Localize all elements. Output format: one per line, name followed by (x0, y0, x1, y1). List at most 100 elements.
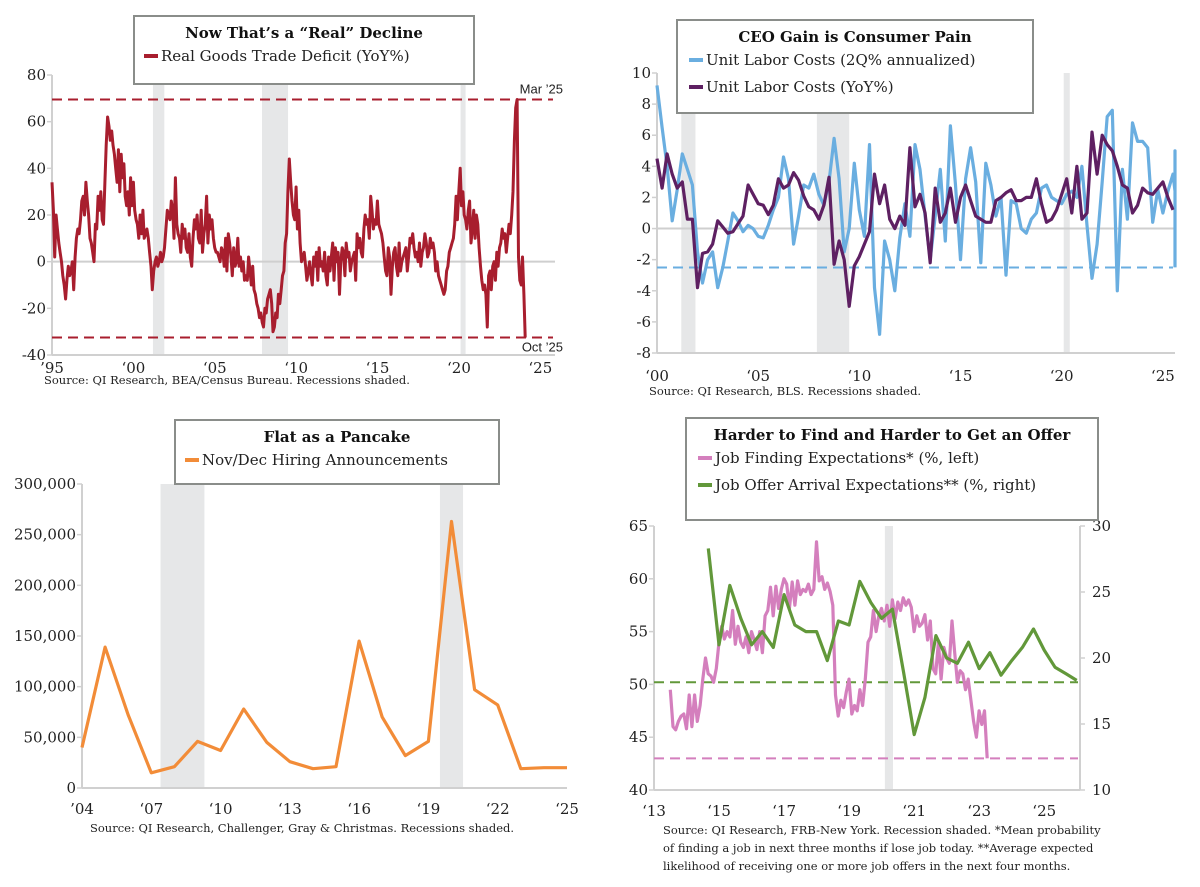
y-tick-label: -8 (636, 344, 651, 362)
source-note-line: of finding a job in next three months if… (663, 841, 1094, 855)
y-tick-label: 0 (641, 220, 651, 238)
series-line-1 (655, 130, 1175, 308)
source-note: Source: QI Research, BLS. Recessions sha… (649, 384, 921, 398)
x-tick-label: ‘25 (555, 800, 579, 818)
x-tick-label: ‘10 (209, 800, 233, 818)
legend-label: Unit Labor Costs (2Q% annualized) (706, 51, 975, 69)
x-tick-label: ‘00 (121, 359, 145, 377)
y-tick-label: 50,000 (24, 728, 77, 746)
x-tick-label: ‘15 (707, 802, 731, 820)
chart-title: Flat as a Pancake (264, 428, 411, 446)
series-line-0 (668, 540, 989, 759)
y-tick-label: 80 (27, 66, 46, 84)
y-right-tick-label: 10 (1092, 781, 1111, 799)
legend-label: Job Finding Expectations* (%, left) (713, 449, 979, 467)
legend-box (685, 417, 1099, 521)
y-tick-label: 50 (629, 675, 648, 693)
y-tick-label: 6 (641, 126, 651, 144)
series-line-0 (655, 85, 1177, 336)
x-tick-label: ‘13 (642, 802, 666, 820)
x-tick-label: ‘25 (1032, 802, 1056, 820)
chart-title: Harder to Find and Harder to Get an Offe… (714, 426, 1072, 444)
y-tick-label: 300,000 (14, 475, 76, 493)
x-tick-label: ‘15 (949, 367, 973, 385)
chart-hiring: 300,000 250,000 200,000 150,000 100,000 50,00… (14, 419, 579, 835)
source-note: Source: QI Research, Challenger, Gray & … (90, 821, 514, 835)
chart-trade: 80 60 40 20 0 -20 -40’95 ‘00 ‘05 ‘10 ‘15 ‘20 ‘25 Mar … (22, 15, 563, 387)
y-tick-label: 2 (641, 188, 651, 206)
chart-jobs: 65 60 55 50 45 40 30 25 20 15 10 ‘13 ‘15 ‘17 ‘19 ‘21 ‘23… (629, 417, 1111, 873)
y-tick-label: 150,000 (14, 627, 76, 645)
x-tick-label: ‘07 (139, 800, 163, 818)
y-tick-label: 60 (27, 113, 46, 131)
x-tick-label: ‘10 (847, 367, 871, 385)
y-tick-label: 55 (629, 623, 648, 641)
x-tick-label: ‘20 (1050, 367, 1074, 385)
recession-band (160, 484, 205, 788)
y-right-tick-label: 15 (1092, 715, 1111, 733)
x-tick-label: ‘19 (416, 800, 440, 818)
y-tick-label: 8 (641, 95, 651, 113)
x-tick-label: ‘25 (528, 359, 552, 377)
x-tick-label: ‘19 (837, 802, 861, 820)
source-note-line: Source: QI Research, FRB-New York. Reces… (663, 823, 1101, 837)
legend-box (133, 15, 475, 85)
x-tick-label: ‘22 (486, 800, 510, 818)
chart-title: Now That’s a “Real” Decline (185, 24, 423, 42)
x-tick-label: ‘25 (1151, 367, 1175, 385)
x-tick-label: ‘16 (347, 800, 371, 818)
recession-band (681, 73, 696, 353)
recession-band (884, 526, 894, 790)
y-tick-label: 200,000 (14, 576, 76, 594)
legend-label: Unit Labor Costs (YoY%) (706, 78, 894, 96)
y-tick-label: 10 (632, 64, 651, 82)
reference-label: Oct ’25 (522, 340, 563, 355)
series-line-0 (50, 98, 527, 338)
chart-title: CEO Gain is Consumer Pain (738, 28, 971, 46)
x-tick-label: ’95 (40, 359, 64, 377)
legend-box (676, 19, 1034, 114)
y-tick-label: 0 (36, 253, 46, 271)
x-tick-label: ‘15 (366, 359, 390, 377)
y-tick-label: 250,000 (14, 526, 76, 544)
y-tick-label: 40 (27, 159, 46, 177)
legend-label: Nov/Dec Hiring Announcements (202, 451, 448, 469)
recession-band (152, 75, 165, 355)
y-tick-label: -20 (22, 299, 46, 317)
x-tick-label: ‘05 (746, 367, 770, 385)
x-tick-label: ‘23 (967, 802, 991, 820)
series-line-0 (80, 519, 567, 775)
y-tick-label: 0 (66, 779, 76, 797)
y-right-tick-label: 30 (1092, 517, 1111, 535)
y-tick-label: 45 (629, 728, 648, 746)
recession-band (1063, 73, 1070, 353)
source-note-line: likelihood of receiving one or more job … (663, 859, 1070, 873)
legend-label: Job Offer Arrival Expectations** (%, rig… (713, 476, 1036, 494)
x-tick-label: ‘00 (645, 367, 669, 385)
source-note: Source: QI Research, BEA/Census Bureau. … (44, 373, 410, 387)
y-tick-label: 4 (641, 157, 651, 175)
y-tick-label: 100,000 (14, 678, 76, 696)
y-tick-label: -6 (636, 313, 651, 331)
x-tick-label: ’04 (70, 800, 94, 818)
reference-label: Mar ’25 (520, 82, 563, 97)
x-tick-label: ‘21 (902, 802, 926, 820)
x-tick-label: ‘10 (284, 359, 308, 377)
y-tick-label: 40 (629, 781, 648, 799)
y-tick-label: -40 (22, 346, 46, 364)
x-tick-label: ‘05 (203, 359, 227, 377)
y-tick-label: -4 (636, 282, 651, 300)
y-right-tick-label: 25 (1092, 583, 1111, 601)
chart-ulc: 10 8 6 4 2 0 -2 -4 -6 -8 ‘00 ‘05 ‘10 ‘15 ‘20 ‘25 CEO Gai… (632, 19, 1177, 398)
x-tick-label: ‘20 (447, 359, 471, 377)
y-tick-label: -2 (636, 251, 651, 269)
x-tick-label: ‘13 (278, 800, 302, 818)
y-tick-label: 65 (629, 517, 648, 535)
y-right-tick-label: 20 (1092, 649, 1111, 667)
legend-box (174, 419, 500, 485)
legend-label: Real Goods Trade Deficit (YoY%) (161, 47, 410, 65)
y-tick-label: 60 (629, 570, 648, 588)
y-tick-label: 20 (27, 206, 46, 224)
x-tick-label: ‘17 (772, 802, 796, 820)
